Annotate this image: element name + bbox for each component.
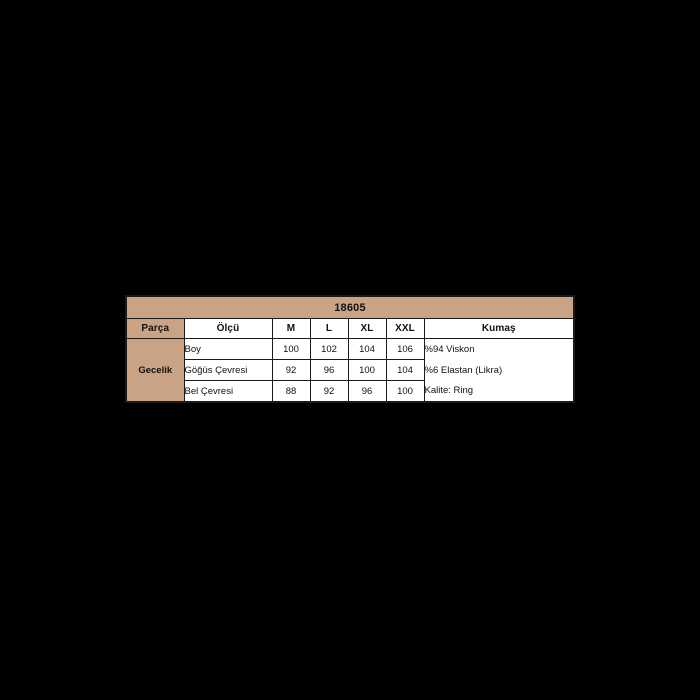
table-row: Göğüs Çevresi 92 96 100 104 %6 Elastan (… bbox=[126, 359, 575, 381]
column-header-fabric: Kumaş bbox=[423, 318, 575, 339]
value-xxl: 106 bbox=[385, 338, 425, 360]
size-chart: 18605 Parça Ölçü M L XL XXL Kumaş Geceli… bbox=[125, 295, 576, 403]
column-header-l: L bbox=[309, 318, 349, 339]
value-xxl: 104 bbox=[385, 359, 425, 381]
value-xl: 100 bbox=[347, 359, 387, 381]
table-row: Gecelik Boy 100 102 104 106 %94 Viskon bbox=[125, 338, 575, 403]
column-header-part: Parça bbox=[125, 318, 185, 339]
value-xl: 104 bbox=[347, 338, 387, 360]
fabric-line: %6 Elastan (Likra) bbox=[423, 359, 575, 381]
column-header-xl: XL bbox=[347, 318, 387, 339]
value-l: 92 bbox=[309, 380, 349, 403]
value-m: 92 bbox=[271, 359, 311, 381]
column-header-m: M bbox=[271, 318, 311, 339]
fabric-line: %94 Viskon bbox=[423, 338, 575, 360]
measure-name: Göğüs Çevresi bbox=[183, 359, 273, 381]
fabric-line: Kalite: Ring bbox=[423, 380, 575, 403]
measure-name: Boy bbox=[183, 338, 273, 360]
measure-name: Bel Çevresi bbox=[183, 380, 273, 403]
table-row: Bel Çevresi 88 92 96 100 Kalite: Ring bbox=[126, 380, 575, 403]
table-title-row: 18605 bbox=[125, 295, 575, 319]
column-header-measure: Ölçü bbox=[183, 318, 273, 339]
value-m: 88 bbox=[271, 380, 311, 403]
value-m: 100 bbox=[271, 338, 311, 360]
value-xxl: 100 bbox=[385, 380, 425, 403]
value-l: 96 bbox=[309, 359, 349, 381]
product-code-title: 18605 bbox=[125, 295, 575, 319]
column-header-xxl: XXL bbox=[385, 318, 425, 339]
size-chart-table: 18605 Parça Ölçü M L XL XXL Kumaş Geceli… bbox=[125, 295, 576, 403]
table-header-row: Parça Ölçü M L XL XXL Kumaş bbox=[125, 318, 575, 339]
value-xl: 96 bbox=[347, 380, 387, 403]
value-l: 102 bbox=[309, 338, 349, 360]
garment-group-label: Gecelik bbox=[125, 338, 185, 403]
